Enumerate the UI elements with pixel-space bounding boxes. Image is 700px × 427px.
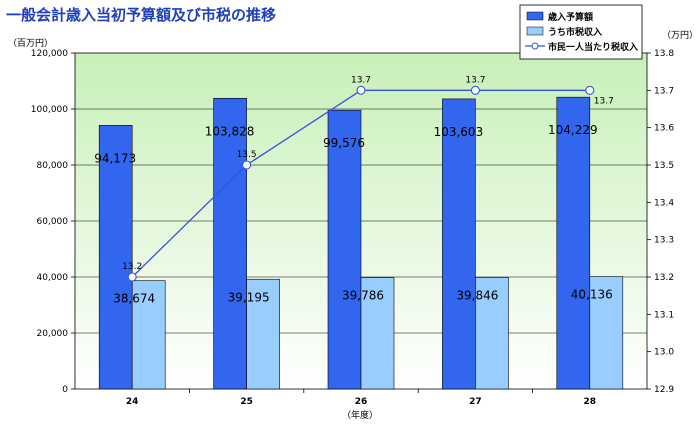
data-label-budget: 103,603 xyxy=(434,125,484,139)
bar-budget xyxy=(327,109,362,390)
y-right-tick-label: 13.4 xyxy=(654,198,674,208)
y-right-tick-label: 13.2 xyxy=(654,273,674,283)
bar-budget xyxy=(442,98,476,390)
y-right-tick-label: 12.9 xyxy=(654,385,674,395)
data-label-budget: 103,828 xyxy=(205,124,255,138)
legend: 歳入予算額 うち市税収入 市民一人当たり税収入 xyxy=(519,4,643,60)
data-label-tax-revenue: 40,136 xyxy=(571,288,613,302)
bar-budget xyxy=(213,97,247,390)
chart-title: 一般会計歳入当初予算額及び市税の推移 xyxy=(6,6,276,24)
x-tick-label: 26 xyxy=(355,397,368,407)
y-right-tick-label: 13.0 xyxy=(654,348,674,358)
y-left-tick-label: 100,000 xyxy=(31,105,68,115)
legend-label-percapita: 市民一人当たり税収入 xyxy=(548,41,638,53)
point-label-percapita: 13.5 xyxy=(237,150,257,160)
y-right-tick-label: 13.7 xyxy=(654,86,674,96)
bar-tax-revenue xyxy=(475,277,509,390)
y-right-unit: （万円） xyxy=(662,30,698,41)
data-label-tax-revenue: 38,674 xyxy=(113,292,155,306)
bar-budget xyxy=(556,96,591,390)
point-label-percapita: 13.7 xyxy=(594,96,614,106)
x-tick-label: 27 xyxy=(469,397,482,407)
y-right-tick-label: 13.5 xyxy=(654,161,674,171)
bar-tax-revenue xyxy=(246,278,280,390)
data-label-budget: 104,229 xyxy=(548,123,598,137)
y-right-tick-label: 13.8 xyxy=(654,49,674,59)
legend-swatch-tax xyxy=(526,26,544,36)
point-percapita xyxy=(470,85,480,95)
legend-label-budget: 歳入予算額 xyxy=(547,11,593,23)
y-left-unit: （百万円） xyxy=(8,38,53,49)
point-percapita xyxy=(356,85,366,95)
line-series xyxy=(127,85,595,282)
data-label-tax-revenue: 39,786 xyxy=(342,289,384,303)
bar-tax-revenue xyxy=(589,276,624,390)
bar-tax-revenue xyxy=(360,277,395,390)
data-label-budget: 99,576 xyxy=(323,136,365,150)
y-left-tick-label: 0 xyxy=(62,385,68,395)
data-label-tax-revenue: 39,195 xyxy=(228,290,270,304)
legend-swatch-budget xyxy=(526,11,544,21)
point-label-percapita: 13.2 xyxy=(122,262,142,272)
bar-budget xyxy=(98,125,133,390)
y-left-tick-label: 60,000 xyxy=(37,217,69,227)
y-left-tick-label: 40,000 xyxy=(37,273,69,283)
y-left-tick-label: 120,000 xyxy=(31,49,68,59)
data-labels: 94,173 38,674 103,828 39,195 99,576 39,786 103… xyxy=(94,75,614,305)
point-percapita xyxy=(127,272,137,282)
x-axis-label: （年度） xyxy=(342,409,378,421)
point-label-percapita: 13.7 xyxy=(351,75,371,85)
y-left-tick-label: 20,000 xyxy=(37,329,69,339)
data-label-tax-revenue: 39,846 xyxy=(456,288,498,302)
data-label-budget: 94,173 xyxy=(94,151,136,165)
legend-marker-percapita xyxy=(531,42,539,50)
x-tick-label: 28 xyxy=(584,397,597,407)
bars xyxy=(98,96,624,390)
x-tick-label: 25 xyxy=(240,397,253,407)
y-left-tick-label: 80,000 xyxy=(37,161,69,171)
bar-tax-revenue xyxy=(131,280,166,390)
x-tick-label: 24 xyxy=(126,397,139,407)
legend-label-tax: うち市税収入 xyxy=(548,26,602,38)
y-right-tick-label: 13.6 xyxy=(654,124,674,134)
point-percapita xyxy=(242,160,252,170)
y-right-tick-label: 13.3 xyxy=(654,236,674,246)
axes: 0 20,000 40,000 60,000 80,000 100,000 120,000 1… xyxy=(31,49,675,407)
point-percapita xyxy=(585,85,595,95)
point-label-percapita: 13.7 xyxy=(465,75,485,85)
y-right-tick-label: 13.1 xyxy=(654,310,674,320)
